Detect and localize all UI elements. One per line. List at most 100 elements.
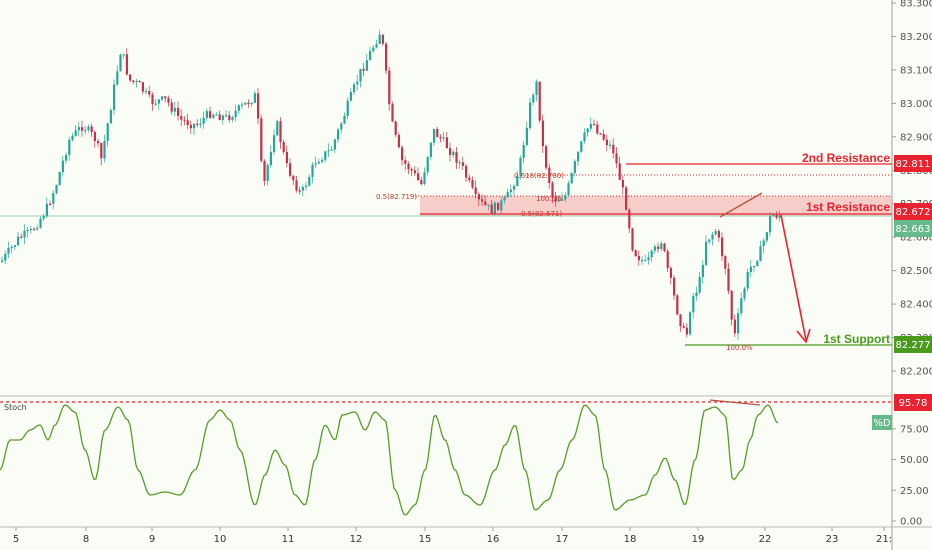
- candle-body: [503, 197, 506, 201]
- candle-body: [10, 246, 13, 249]
- candle-body: [317, 161, 320, 164]
- candle-body: [714, 231, 717, 235]
- candle-body: [71, 135, 74, 140]
- candle-body: [583, 132, 586, 142]
- candle-body: [189, 125, 192, 129]
- candle-body: [324, 151, 327, 160]
- candle-body: [631, 228, 634, 251]
- candle-body: [244, 102, 247, 105]
- candle-body: [394, 121, 397, 135]
- time-tick-label: 8: [83, 534, 89, 545]
- candle-body: [61, 160, 64, 173]
- candle-body: [253, 93, 256, 103]
- candle-body: [545, 146, 548, 168]
- candle-body: [461, 162, 464, 166]
- candle-body: [509, 189, 512, 193]
- candle-body: [580, 141, 583, 152]
- candle-body: [506, 192, 509, 198]
- candle-body: [292, 175, 295, 181]
- candle-body: [573, 161, 576, 174]
- candle-body: [375, 44, 378, 48]
- candle-body: [183, 119, 186, 121]
- candle-body: [282, 142, 285, 152]
- candle-body: [445, 137, 448, 149]
- resistance-2-value: 82.811: [896, 159, 931, 170]
- candle-body: [676, 295, 679, 315]
- price-tick-label: 82.400: [900, 300, 932, 311]
- candle-body: [762, 240, 765, 247]
- candle-body: [231, 117, 234, 120]
- candle-body: [84, 130, 87, 132]
- support-1-label: 1st Support: [823, 332, 890, 346]
- candle-body: [145, 91, 148, 93]
- stoch-divergence-line: [709, 399, 761, 406]
- time-tick-label: 18: [624, 534, 637, 545]
- candle-body: [743, 288, 746, 299]
- candle-body: [186, 120, 189, 126]
- candle-body: [321, 159, 324, 162]
- candle-body: [337, 129, 340, 140]
- candle-body: [477, 194, 480, 200]
- stoch-label: Stoch: [4, 403, 27, 412]
- candle-body: [484, 201, 487, 206]
- candle-body: [263, 160, 266, 181]
- candle-body: [420, 180, 423, 185]
- candle-body: [327, 150, 330, 152]
- candle-body: [289, 163, 292, 176]
- candle-body: [49, 203, 52, 205]
- candle-body: [522, 144, 525, 158]
- candle-body: [637, 255, 640, 261]
- time-tick-label: 17: [556, 534, 569, 545]
- price-tick-label: 83.000: [900, 99, 932, 110]
- fib-label-0618: 0.618(82.780): [514, 172, 564, 180]
- stoch-tick-label: 0.00: [900, 517, 922, 528]
- candle-body: [628, 209, 631, 229]
- stoch-axis-ticks: 75.00 50.00 25.00 0.00: [892, 424, 929, 528]
- candle-body: [103, 140, 106, 159]
- candle-body: [653, 246, 656, 251]
- candle-body: [525, 127, 528, 145]
- candle-body: [487, 204, 490, 206]
- candle-body: [132, 80, 135, 82]
- candle-body: [673, 277, 676, 296]
- candle-body: [695, 292, 698, 296]
- stoch-d-label: %D: [873, 418, 891, 429]
- projection-arrow-line: [780, 214, 807, 341]
- candle-body: [241, 104, 244, 106]
- candle-body: [372, 47, 375, 52]
- candle-body: [311, 164, 314, 177]
- candle-body: [397, 134, 400, 148]
- time-tick-label: 15: [419, 534, 432, 545]
- candle-body: [701, 264, 704, 278]
- candle-body: [679, 314, 682, 327]
- candle-body: [625, 187, 628, 210]
- candle-body: [266, 165, 269, 181]
- candle-body: [602, 133, 605, 140]
- candle-body: [106, 123, 109, 141]
- candle-body: [538, 81, 541, 121]
- candle-body: [407, 163, 410, 170]
- support-1-value: 82.277: [896, 340, 931, 351]
- projection-arrow-head: [796, 328, 811, 344]
- candle-body: [285, 151, 288, 164]
- candle-body: [567, 183, 570, 195]
- candle-body: [362, 68, 365, 71]
- candle-body: [365, 60, 368, 71]
- fib-label-100b: 100.0%: [726, 344, 753, 352]
- candle-body: [177, 107, 180, 116]
- candle-body: [346, 100, 349, 116]
- candle-body: [756, 261, 759, 266]
- candle-body: [609, 144, 612, 146]
- candle-body: [493, 202, 496, 214]
- time-tick-label: 23: [826, 534, 839, 545]
- candle-body: [551, 183, 554, 198]
- candle-body: [212, 114, 215, 118]
- candle-body: [273, 135, 276, 152]
- candle-body: [359, 68, 362, 82]
- candle-body: [250, 102, 253, 105]
- candle-body: [733, 319, 736, 334]
- price-tick-label: 82.200: [900, 367, 932, 378]
- candle-body: [769, 216, 772, 233]
- candle-body: [605, 139, 608, 146]
- candle-body: [90, 126, 93, 133]
